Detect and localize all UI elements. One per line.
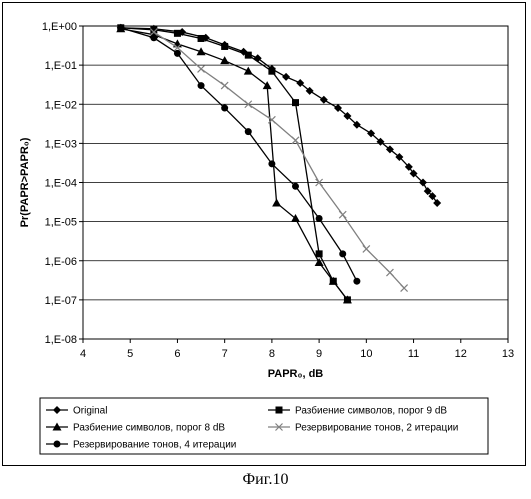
series-1	[117, 24, 441, 207]
y-tick-label: 1,E-05	[45, 217, 77, 229]
y-axis-label: Pr(PAPR>PAPR₀)	[19, 137, 31, 227]
y-tick-label: 1,E-02	[45, 99, 77, 111]
series-point	[433, 199, 441, 207]
y-tick-labels: 1,E+00 1,E-01 1,E-02 1,E-03 1,E-04 1,E-05 1,E-…	[42, 21, 77, 346]
series-point	[174, 30, 181, 37]
legend-marker	[54, 441, 61, 448]
x-tick-label: 9	[316, 348, 322, 360]
series-point	[198, 65, 205, 72]
series-3	[116, 24, 352, 303]
figure-caption: Фиг.10	[0, 471, 531, 489]
series-line	[121, 28, 357, 281]
y-tick-label: 1,E-04	[45, 178, 77, 190]
series-point	[150, 34, 157, 41]
y-tick-label: 1,E+00	[42, 21, 77, 33]
x-tick-label: 4	[80, 348, 86, 360]
x-tick-labels: 4 5 6 7 8 9 10 11 12 13	[80, 348, 514, 360]
legend-marker	[276, 407, 283, 414]
series-point	[282, 73, 290, 81]
legend: Original Разбиение символов, порог 9 dB Ра…	[40, 398, 488, 454]
series-point	[198, 35, 205, 42]
series-group	[116, 24, 441, 304]
series-point	[174, 50, 181, 57]
series-point	[316, 215, 323, 222]
y-tick-label: 1,E-07	[45, 295, 77, 307]
y-tick-label: 1,E-06	[45, 256, 77, 268]
series-point	[316, 250, 323, 257]
legend-label: Резервирование тонов, 4 итерации	[73, 440, 236, 451]
series-point	[221, 82, 228, 89]
x-tick-label: 11	[408, 348, 419, 360]
legend-item: Резервирование тонов, 4 итерации	[46, 440, 236, 451]
x-axis-label: PAPR₀, dB	[268, 368, 324, 380]
series-point	[245, 52, 252, 59]
series-line	[121, 29, 348, 300]
series-point	[386, 269, 393, 276]
series-2	[117, 24, 351, 303]
series-point	[292, 183, 299, 190]
series-point	[268, 160, 275, 167]
series-point	[363, 245, 370, 252]
legend-item: Резервирование тонов, 2 итерации	[268, 423, 458, 434]
x-tick-label: 12	[455, 348, 467, 360]
series-point	[339, 250, 346, 257]
legend-item: Разбиение символов, порог 8 dB	[46, 422, 225, 434]
chart: 1,E+00 1,E-01 1,E-02 1,E-03 1,E-04 1,E-05 1,E-…	[0, 0, 531, 470]
series-point	[198, 82, 205, 89]
legend-item: Разбиение символов, порог 9 dB	[268, 405, 447, 417]
series-point	[272, 198, 281, 206]
x-tick-label: 10	[360, 348, 372, 360]
grid	[83, 26, 508, 339]
x-tick-label: 5	[127, 348, 133, 360]
x-tick-label: 8	[269, 348, 275, 360]
legend-label: Разбиение символов, порог 9 dB	[295, 405, 447, 417]
series-point	[292, 137, 299, 144]
series-point	[320, 96, 328, 104]
series-point	[245, 128, 252, 135]
y-tick-label: 1,E-01	[45, 60, 77, 72]
x-tick-label: 6	[174, 348, 180, 360]
series-point	[292, 99, 299, 106]
series-point	[244, 67, 253, 75]
x-tick-label: 7	[222, 348, 228, 360]
series-line	[121, 28, 437, 203]
legend-label: Разбиение символов, порог 8 dB	[73, 422, 225, 434]
legend-label: Original	[73, 406, 107, 417]
series-point	[268, 68, 275, 75]
series-point	[117, 24, 124, 31]
legend-label: Резервирование тонов, 2 итерации	[295, 423, 458, 434]
series-point	[263, 81, 272, 89]
series-point	[221, 105, 228, 112]
series-5	[117, 24, 360, 284]
series-point	[339, 211, 346, 218]
series-point	[401, 285, 408, 292]
series-point	[221, 43, 228, 50]
series-line	[121, 28, 348, 300]
series-point	[353, 278, 360, 285]
y-tick-label: 1,E-03	[45, 138, 77, 150]
y-tick-label: 1,E-08	[45, 334, 77, 346]
x-tick-label: 13	[502, 348, 514, 360]
